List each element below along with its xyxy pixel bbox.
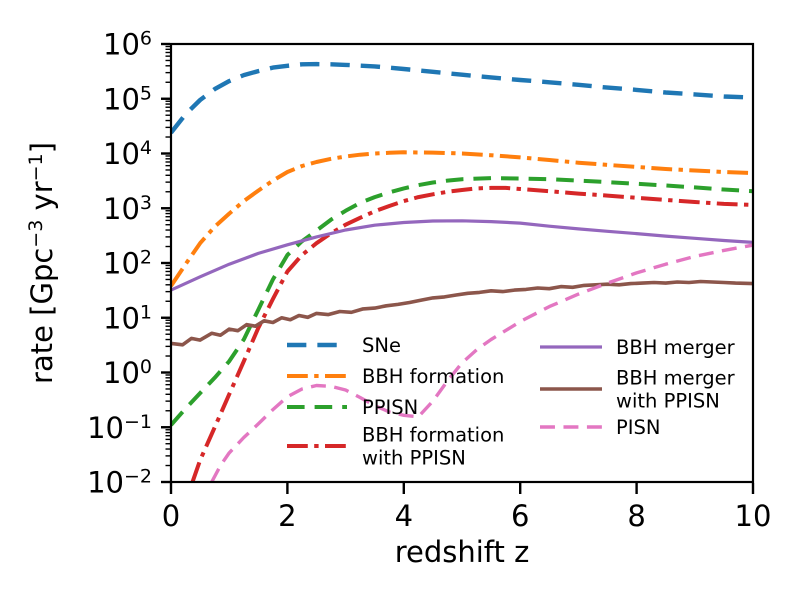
x-tick-label: 4 <box>395 499 413 533</box>
y-tick-label: 10−1 <box>87 411 152 445</box>
curve-pisn <box>210 243 753 482</box>
legend-label: BBH formation <box>362 424 504 447</box>
curve-bbh-formation <box>171 150 753 288</box>
x-axis-label: redshift z <box>395 535 530 569</box>
legend-item-sne: SNe <box>287 334 401 357</box>
y-axis: 10−2 10−1 100 101 102 103 104 105 106 <box>87 28 170 500</box>
y-tick-label: 102 <box>103 247 152 281</box>
curve-sne <box>171 61 753 135</box>
x-tick-label: 2 <box>278 499 296 533</box>
y-tick-label: 105 <box>103 82 152 116</box>
x-axis: 0 2 4 6 8 10 <box>162 483 772 533</box>
legend-label: SNe <box>362 334 401 357</box>
legend-label: PPISN <box>362 396 418 419</box>
legend-label: PISN <box>616 416 660 439</box>
y-axis-label: rate [Gpc−3 yr−1] <box>25 142 59 384</box>
legend-item-bbh-formation: BBH formation <box>287 365 504 388</box>
curve-bbh-merger-with-ppisn <box>171 279 753 347</box>
legend-label: with PPISN <box>616 390 720 413</box>
curve-bbh-merger <box>171 219 753 292</box>
y-tick-label: 103 <box>103 192 152 226</box>
x-tick-label: 0 <box>162 499 180 533</box>
x-tick-label: 8 <box>627 499 645 533</box>
axes-spines <box>169 42 755 484</box>
legend-item-pisn: PISN <box>540 416 660 439</box>
legend-item-bbh-merger: BBH merger <box>540 336 736 359</box>
curve-ppisn <box>171 176 753 427</box>
legend-label: with PPISN <box>362 447 466 470</box>
legend-label: BBH merger <box>616 336 736 359</box>
curves-layer <box>171 61 753 482</box>
y-tick-label: 104 <box>103 137 152 171</box>
x-tick-label: 6 <box>511 499 529 533</box>
legend-label: BBH formation <box>362 365 504 388</box>
x-tick-label: 10 <box>735 499 772 533</box>
y-tick-label: 10−2 <box>87 466 152 500</box>
legend-item-ppisn: PPISN <box>287 396 418 419</box>
y-tick-label: 101 <box>103 301 152 335</box>
y-tick-label: 100 <box>103 356 152 390</box>
legend-label: BBH merger <box>616 367 736 390</box>
y-tick-label: 106 <box>103 28 152 62</box>
